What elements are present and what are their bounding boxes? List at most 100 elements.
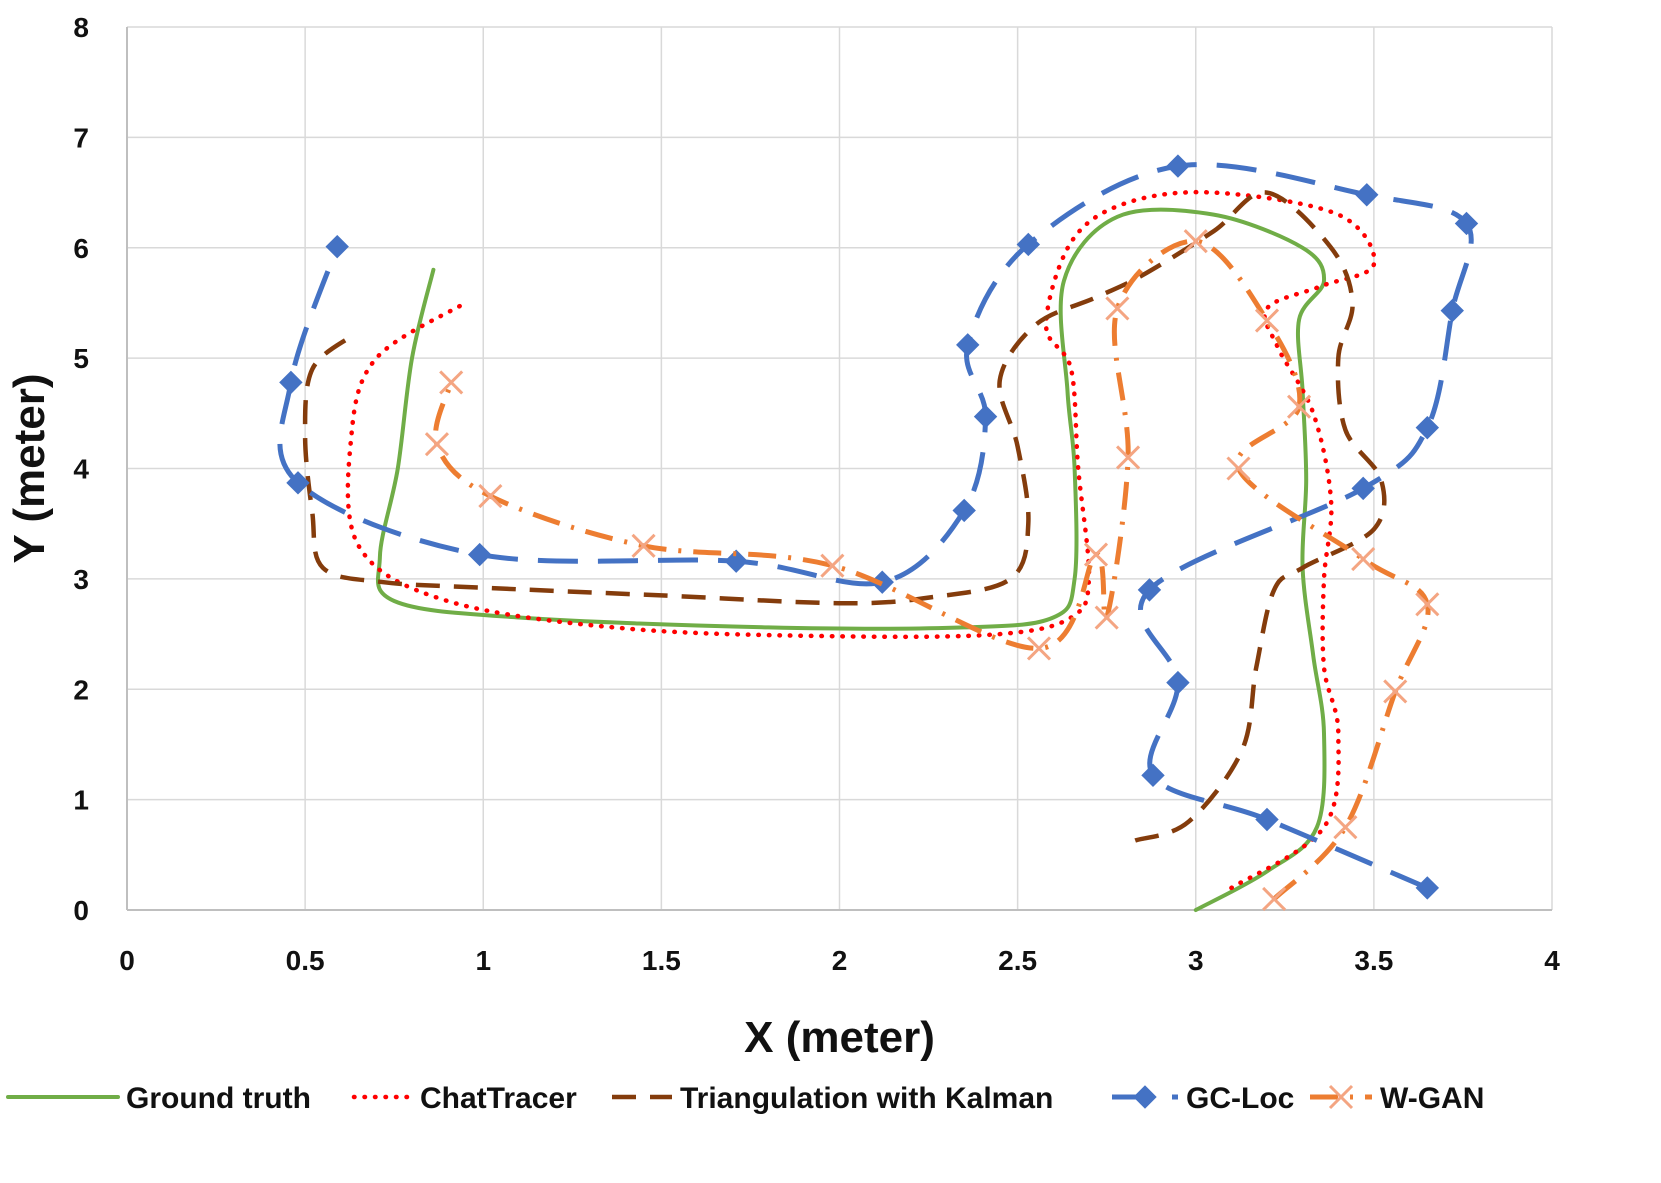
data-point-gc-loc bbox=[952, 498, 976, 523]
data-point-gc-loc bbox=[1440, 298, 1464, 323]
marker-stroke bbox=[1328, 1084, 1354, 1110]
marker-stroke bbox=[1226, 456, 1251, 481]
marker-stroke bbox=[1094, 605, 1119, 630]
data-point-w-gan bbox=[1351, 546, 1376, 572]
marker-stroke bbox=[1116, 445, 1141, 470]
data-point-gc-loc bbox=[1141, 763, 1165, 788]
data-point-w-gan bbox=[1254, 308, 1280, 333]
data-point-gc-loc bbox=[1016, 232, 1041, 257]
data-point-w-gan bbox=[1083, 542, 1109, 567]
legend: Ground truth ChatTracer Triangulation with… bbox=[6, 1082, 1484, 1115]
series-w-gan bbox=[424, 229, 1440, 912]
legend-item-ground-truth: Ground truth bbox=[6, 1082, 311, 1115]
legend-marker-w-gan bbox=[1328, 1084, 1354, 1110]
y-tick-label: 1 bbox=[73, 785, 89, 816]
legend-label-triangulation-with-kalman: Triangulation with Kalman bbox=[680, 1082, 1053, 1115]
legend-label-w-gan: W-GAN bbox=[1380, 1082, 1484, 1115]
axes bbox=[126, 27, 1552, 911]
series-chattracer bbox=[345, 189, 1377, 891]
marker-stroke bbox=[478, 484, 503, 509]
marker-stroke bbox=[1383, 679, 1408, 704]
y-tick-label: 6 bbox=[73, 233, 89, 264]
series-line-chattracer bbox=[345, 189, 1377, 891]
data-point-gc-loc bbox=[1415, 876, 1440, 900]
marker-stroke bbox=[1083, 542, 1109, 567]
legend-label-gc-loc: GC-Loc bbox=[1186, 1082, 1294, 1115]
series-layer bbox=[277, 154, 1479, 912]
data-point-gc-loc bbox=[1454, 211, 1479, 236]
data-point-w-gan bbox=[631, 533, 656, 558]
data-point-w-gan bbox=[424, 432, 449, 457]
marker-stroke bbox=[424, 432, 449, 457]
marker-stroke bbox=[439, 370, 464, 395]
series-triangulation-with-kalman bbox=[302, 190, 1387, 843]
data-point-gc-loc bbox=[1166, 670, 1190, 695]
data-point-w-gan bbox=[1333, 815, 1358, 840]
data-point-w-gan bbox=[1105, 296, 1130, 321]
x-tick-label: 0 bbox=[119, 945, 135, 976]
x-tick-label: 4 bbox=[1544, 945, 1560, 976]
data-point-w-gan bbox=[1094, 605, 1119, 630]
legend-item-chattracer: ChatTracer bbox=[351, 1082, 577, 1115]
x-axis-title: X (meter) bbox=[744, 1013, 935, 1062]
data-point-gc-loc bbox=[973, 404, 998, 429]
data-point-gc-loc bbox=[1255, 807, 1279, 832]
data-point-w-gan bbox=[1116, 445, 1141, 470]
data-point-w-gan bbox=[1383, 679, 1408, 704]
marker-stroke bbox=[1333, 815, 1358, 840]
data-point-w-gan bbox=[478, 484, 503, 509]
y-tick-label: 0 bbox=[73, 895, 89, 926]
y-tick-label: 8 bbox=[73, 12, 89, 43]
marker-stroke bbox=[1351, 546, 1376, 572]
marker-stroke bbox=[1287, 394, 1312, 419]
data-point-gc-loc bbox=[724, 549, 748, 573]
y-tick-label: 5 bbox=[73, 343, 89, 374]
x-tick-label: 2.5 bbox=[998, 945, 1037, 976]
y-tick-label: 3 bbox=[73, 564, 89, 595]
tick-labels: 0 0.5 1 1.5 2 2.5 3 3.5 4 0 1 2 3 4 5 6 7 8 bbox=[73, 12, 1560, 976]
data-point-gc-loc bbox=[1351, 476, 1375, 501]
x-tick-label: 0.5 bbox=[286, 945, 325, 976]
data-point-gc-loc bbox=[1166, 154, 1190, 178]
x-tick-label: 3 bbox=[1188, 945, 1204, 976]
data-point-gc-loc bbox=[467, 542, 492, 567]
x-tick-label: 1.5 bbox=[642, 945, 681, 976]
legend-label-ground-truth: Ground truth bbox=[126, 1082, 311, 1115]
data-point-w-gan bbox=[1415, 592, 1440, 617]
legend-item-w-gan: W-GAN bbox=[1310, 1082, 1484, 1115]
data-point-w-gan bbox=[1262, 886, 1287, 912]
data-point-gc-loc bbox=[956, 333, 980, 357]
data-point-w-gan bbox=[1183, 229, 1208, 254]
series-line-gc-loc bbox=[277, 162, 1474, 891]
x-tick-label: 3.5 bbox=[1354, 945, 1393, 976]
data-point-gc-loc bbox=[286, 471, 310, 495]
marker-stroke bbox=[1183, 229, 1208, 254]
marker-stroke bbox=[1026, 636, 1052, 661]
data-point-w-gan bbox=[1226, 456, 1251, 481]
y-tick-label: 2 bbox=[73, 674, 89, 705]
data-point-gc-loc bbox=[1415, 415, 1440, 440]
y-tick-label: 4 bbox=[73, 454, 89, 485]
marker-stroke bbox=[631, 533, 656, 558]
y-axis-title: Y (meter) bbox=[5, 374, 54, 564]
data-point-w-gan bbox=[820, 553, 845, 578]
legend-item-gc-loc: GC-Loc bbox=[1112, 1082, 1294, 1115]
marker-stroke bbox=[1415, 592, 1440, 617]
marker-stroke bbox=[820, 553, 845, 578]
marker-stroke bbox=[1105, 296, 1130, 321]
data-point-gc-loc bbox=[1355, 183, 1379, 207]
series-ground-truth bbox=[376, 207, 1327, 912]
data-point-gc-loc bbox=[325, 234, 349, 259]
legend-label-chattracer: ChatTracer bbox=[420, 1082, 577, 1115]
data-point-w-gan bbox=[1026, 636, 1052, 661]
x-tick-label: 2 bbox=[832, 945, 848, 976]
marker-stroke bbox=[1262, 886, 1287, 912]
data-point-w-gan bbox=[439, 370, 464, 395]
data-point-gc-loc bbox=[1137, 578, 1162, 602]
grid bbox=[126, 26, 1553, 911]
data-point-gc-loc bbox=[279, 370, 303, 395]
marker-stroke bbox=[1254, 308, 1280, 333]
legend-marker-gc-loc bbox=[1133, 1085, 1157, 1109]
series-line-ground-truth bbox=[376, 207, 1327, 912]
